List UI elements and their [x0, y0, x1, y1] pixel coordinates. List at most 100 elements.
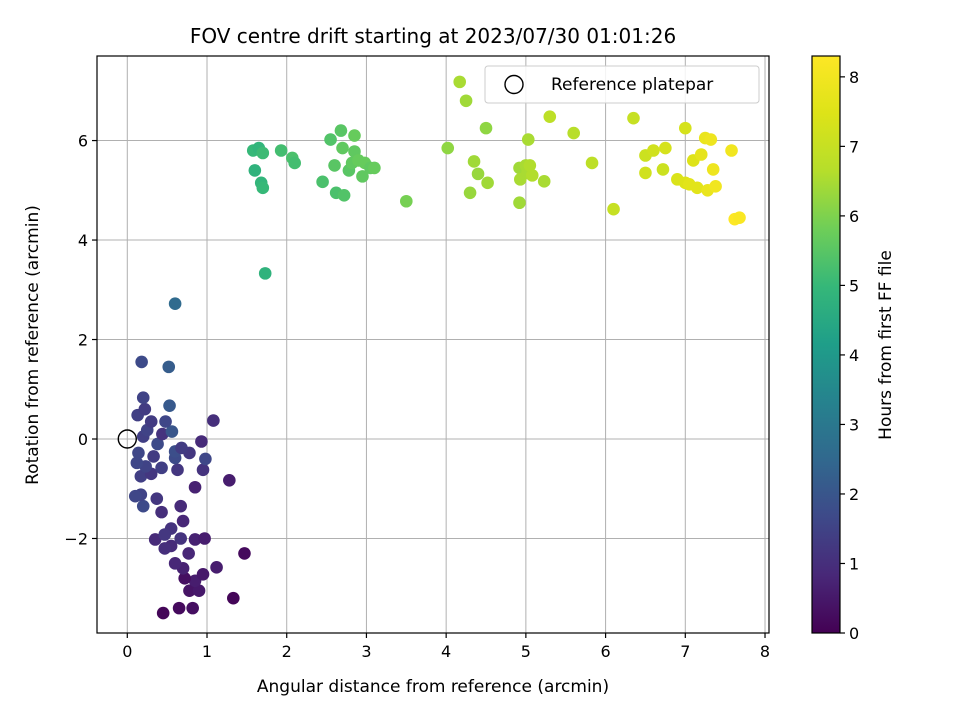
- colorbar-frame: [811, 55, 841, 634]
- data-point: [639, 166, 652, 180]
- data-point: [188, 533, 202, 546]
- data-point: [521, 133, 535, 146]
- data-point: [136, 499, 150, 513]
- y-axis-label: Rotation from reference (arcmin): [23, 205, 43, 485]
- data-point: [725, 144, 738, 157]
- data-point: [453, 75, 467, 89]
- data-point: [130, 456, 144, 470]
- data-point: [678, 121, 692, 135]
- data-point: [182, 547, 195, 560]
- y-tick-label: −2: [64, 529, 88, 548]
- x-axis-label: Angular distance from reference (arcmin): [257, 677, 609, 697]
- data-point: [238, 547, 251, 560]
- data-point: [441, 141, 455, 155]
- data-point: [151, 437, 164, 451]
- data-point: [171, 463, 184, 477]
- data-point: [159, 415, 172, 428]
- data-point: [463, 186, 477, 200]
- data-point: [128, 489, 142, 503]
- colorbar-tick-label: 8: [849, 68, 859, 87]
- data-point: [210, 561, 223, 574]
- data-point: [256, 181, 270, 195]
- reference-point: [117, 429, 137, 449]
- data-point: [138, 402, 152, 416]
- data-point: [348, 129, 361, 142]
- data-point: [198, 532, 211, 545]
- data-point: [174, 532, 188, 545]
- data-point: [334, 124, 348, 137]
- x-axis-ticks: 0 1 2 3 4 5 6 7 8: [122, 633, 770, 661]
- data-point: [694, 148, 708, 161]
- data-point: [607, 202, 620, 216]
- data-point: [156, 606, 170, 620]
- data-point: [368, 161, 381, 175]
- data-point: [148, 533, 162, 546]
- data-point: [328, 159, 341, 172]
- data-point: [196, 568, 210, 581]
- data-point: [274, 144, 288, 157]
- data-point: [258, 267, 272, 280]
- x-tick-label: 5: [521, 642, 531, 661]
- x-tick-label: 2: [282, 642, 292, 661]
- data-point: [176, 514, 190, 528]
- data-point: [178, 571, 191, 585]
- data-point: [223, 473, 236, 487]
- data-point: [567, 126, 580, 140]
- data-point: [471, 167, 485, 181]
- x-tick-label: 7: [680, 642, 690, 661]
- data-point: [158, 528, 172, 541]
- x-tick-label: 8: [760, 642, 770, 661]
- reference-layer: [117, 429, 137, 449]
- data-point: [132, 446, 145, 460]
- data-point: [195, 435, 208, 448]
- data-point: [585, 156, 599, 170]
- data-point: [183, 584, 196, 598]
- data-point: [172, 601, 186, 615]
- data-point: [459, 94, 473, 108]
- data-point: [136, 391, 150, 405]
- data-point: [192, 584, 206, 598]
- y-tick-label: 2: [78, 331, 88, 350]
- data-point: [336, 141, 349, 155]
- colorbar-ticks: 0 1 2 3 4 5 6 7 8: [840, 68, 859, 643]
- data-point: [647, 144, 660, 157]
- data-point: [175, 441, 188, 455]
- data-point: [150, 492, 164, 505]
- y-axis-ticks: −2 0 2 4 6: [64, 132, 97, 548]
- data-point: [709, 180, 722, 193]
- x-tick-label: 4: [441, 642, 451, 661]
- data-point: [248, 164, 262, 177]
- data-point: [155, 461, 168, 475]
- data-point: [733, 211, 746, 224]
- colorbar-label: Hours from first FF file: [876, 250, 896, 440]
- points-layer: [128, 75, 746, 620]
- data-point: [656, 163, 670, 176]
- data-point: [399, 194, 413, 208]
- data-point: [316, 175, 329, 189]
- data-point: [156, 427, 169, 441]
- colorbar-tick-label: 6: [849, 207, 859, 226]
- y-tick-label: 4: [78, 231, 88, 250]
- legend-label: Reference platepar: [551, 75, 713, 95]
- colorbar-tick-label: 0: [849, 624, 859, 643]
- data-point: [525, 169, 539, 182]
- data-point: [537, 175, 551, 188]
- colorbar: 0 1 2 3 4 5 6 7 8 Hours from first FF file: [811, 55, 896, 643]
- colorbar-tick-label: 4: [849, 346, 859, 365]
- data-point: [479, 121, 493, 135]
- data-point: [186, 601, 199, 615]
- data-point: [513, 196, 526, 210]
- data-point: [481, 176, 494, 190]
- colorbar-tick-label: 2: [849, 485, 859, 504]
- data-point: [196, 463, 210, 477]
- colorbar-tick-label: 3: [849, 415, 859, 434]
- colorbar-tick-label: 7: [849, 137, 859, 156]
- data-point: [174, 499, 188, 513]
- data-point: [162, 360, 176, 374]
- legend: Reference platepar: [484, 65, 760, 104]
- legend-box: [484, 65, 760, 104]
- x-tick-label: 3: [361, 642, 371, 661]
- colorbar-tick-label: 1: [849, 554, 859, 573]
- data-point: [467, 155, 481, 168]
